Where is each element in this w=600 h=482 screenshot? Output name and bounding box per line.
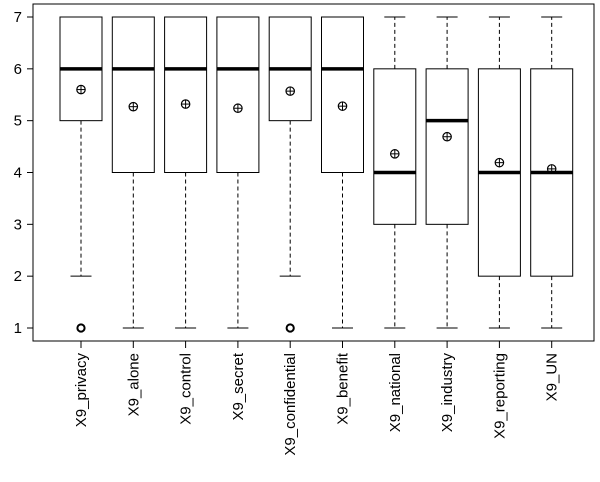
x-tick-label: X9_industry (439, 353, 456, 433)
box-X9_confidential (268, 16, 312, 333)
outlier-point (285, 323, 295, 333)
y-tick-label: 6 (14, 61, 22, 78)
x-tick-label: X9_national (387, 353, 404, 432)
iqr-box (321, 16, 364, 173)
box-X9_benefit (321, 16, 364, 329)
y-tick-label: 5 (14, 113, 22, 130)
outlier-point (76, 323, 86, 333)
x-tick-label: X9_UN (544, 353, 561, 401)
boxes-layer (59, 16, 574, 333)
box-X9_national (373, 16, 417, 329)
iqr-box (216, 16, 260, 173)
x-tick-label: X9_alone (125, 353, 142, 416)
y-tick-label: 1 (14, 320, 22, 337)
iqr-box (425, 68, 469, 225)
x-axis: X9_privacy X9_alone X9_control X9_secret X9_… (73, 341, 561, 456)
x-tick-label: X9_privacy (73, 353, 90, 428)
box-X9_UN (530, 16, 574, 329)
box-X9_control (164, 16, 208, 329)
y-tick-label: 2 (14, 268, 22, 285)
y-axis: 1 2 3 4 5 6 7 (14, 9, 33, 337)
iqr-box (373, 68, 417, 225)
box-X9_industry (425, 16, 469, 329)
x-tick-label: X9_control (178, 353, 195, 425)
x-tick-label: X9_reporting (491, 353, 508, 439)
x-tick-label: X9_confidential (282, 353, 299, 456)
x-tick-label: X9_secret (230, 352, 247, 420)
y-tick-label: 7 (14, 9, 22, 26)
box-X9_privacy (59, 16, 103, 333)
iqr-box (164, 16, 208, 173)
y-tick-label: 4 (14, 165, 22, 182)
iqr-box (111, 16, 155, 173)
y-tick-label: 3 (14, 216, 22, 233)
box-X9_reporting (477, 16, 521, 329)
x-tick-label: X9_benefit (335, 352, 352, 425)
box-X9_secret (216, 16, 260, 329)
box-X9_alone (111, 16, 155, 329)
